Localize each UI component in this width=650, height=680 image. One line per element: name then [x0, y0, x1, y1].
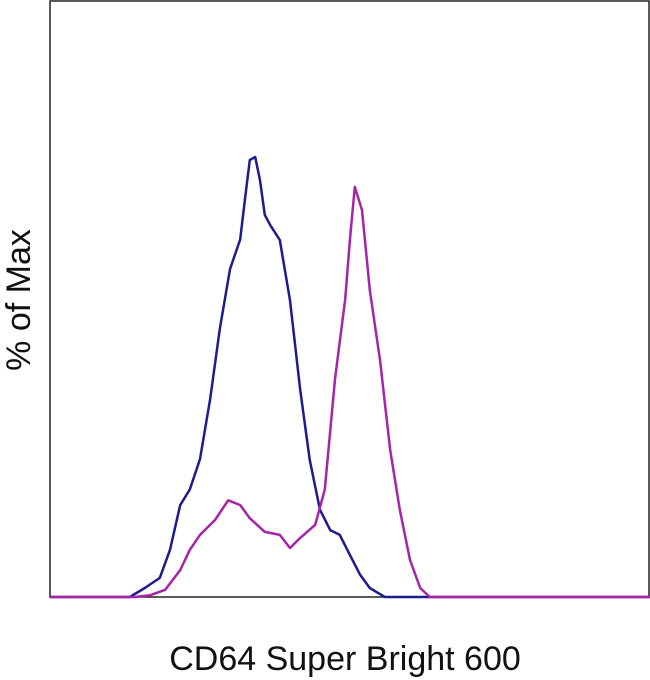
histogram-line — [50, 185, 650, 599]
histogram-line — [50, 155, 650, 599]
y-axis-label: % of Max — [0, 229, 38, 371]
plot-frame — [49, 0, 650, 598]
x-axis-label: CD64 Super Bright 600 — [169, 640, 521, 678]
